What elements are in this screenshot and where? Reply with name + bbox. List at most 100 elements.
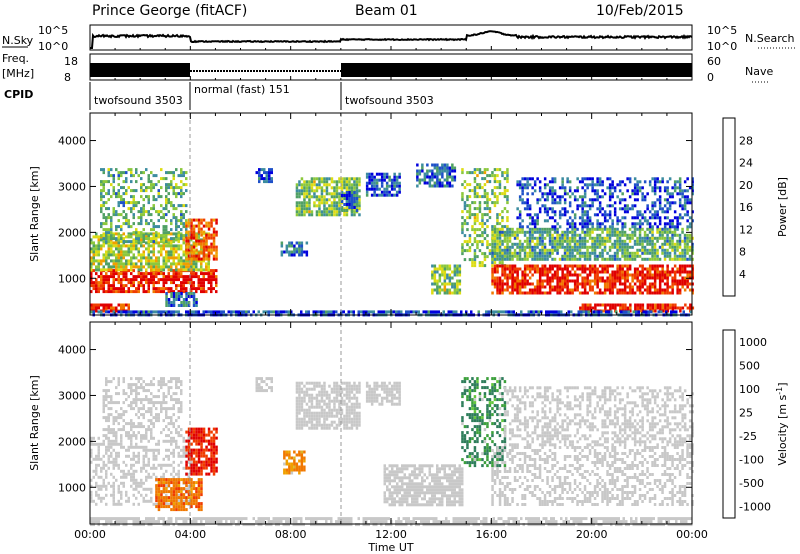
data-cell xyxy=(601,270,604,274)
data-cell xyxy=(157,192,160,196)
data-cell xyxy=(107,240,110,244)
data-cell xyxy=(160,287,163,291)
data-cell xyxy=(493,251,497,255)
data-cell xyxy=(215,230,218,234)
data-cell xyxy=(97,287,100,291)
data-cell xyxy=(591,270,594,274)
data-cell xyxy=(621,282,624,286)
data-cell xyxy=(628,291,632,295)
data-cell xyxy=(165,448,168,452)
data-cell xyxy=(290,310,293,314)
data-cell xyxy=(581,204,584,208)
data-cell xyxy=(102,237,105,241)
data-cell xyxy=(105,272,108,276)
data-cell xyxy=(152,502,155,506)
data-cell xyxy=(120,256,123,260)
data-cell xyxy=(546,192,549,196)
data-cell xyxy=(533,222,537,226)
data-cell xyxy=(325,213,329,217)
data-cell xyxy=(503,237,507,241)
data-cell xyxy=(192,230,196,234)
data-cell xyxy=(170,241,173,245)
data-cell xyxy=(110,275,113,279)
data-cell xyxy=(513,251,517,255)
data-cell xyxy=(563,251,567,255)
data-cell xyxy=(90,490,93,494)
data-cell xyxy=(107,306,110,310)
data-cell xyxy=(601,264,604,268)
data-cell xyxy=(125,490,128,494)
data-cell xyxy=(112,463,115,467)
data-cell xyxy=(135,237,138,241)
data-cell xyxy=(438,267,442,271)
data-cell xyxy=(177,278,180,282)
data-cell xyxy=(648,230,652,234)
data-cell xyxy=(506,189,509,193)
data-cell xyxy=(478,210,482,214)
data-cell xyxy=(185,275,188,279)
data-cell xyxy=(167,238,170,242)
data-cell xyxy=(548,236,552,240)
data-cell xyxy=(192,251,196,255)
data-cell xyxy=(140,484,143,488)
data-cell xyxy=(172,262,175,266)
data-cell xyxy=(558,198,562,202)
data-cell xyxy=(563,210,567,214)
data-cell xyxy=(596,227,599,231)
data-cell xyxy=(102,303,105,307)
data-cell xyxy=(666,227,669,231)
data-cell xyxy=(162,256,165,260)
data-cell xyxy=(501,230,504,234)
data-cell xyxy=(110,439,113,443)
data-cell xyxy=(623,222,627,226)
data-cell xyxy=(611,303,615,307)
data-cell xyxy=(182,301,186,304)
data-cell xyxy=(568,195,572,199)
data-cell xyxy=(388,193,391,197)
data-cell xyxy=(358,177,361,181)
data-cell xyxy=(431,169,434,173)
data-cell xyxy=(578,233,582,237)
data-cell xyxy=(491,291,494,295)
data-cell xyxy=(496,239,499,243)
data-cell xyxy=(568,279,572,283)
data-cell xyxy=(212,233,216,237)
data-cell xyxy=(543,192,547,196)
data-cell xyxy=(598,195,602,199)
data-cell xyxy=(170,442,173,446)
data-cell xyxy=(656,225,659,229)
data-cell xyxy=(172,439,175,443)
data-cell xyxy=(666,279,669,283)
data-cell xyxy=(112,253,115,257)
data-cell xyxy=(463,207,467,211)
data-cell xyxy=(333,213,336,217)
data-cell xyxy=(508,248,512,252)
data-cell xyxy=(185,281,188,285)
data-cell xyxy=(100,189,103,193)
data-cell xyxy=(330,207,334,211)
data-cell xyxy=(678,189,682,193)
data-cell xyxy=(521,242,524,246)
data-cell xyxy=(583,245,587,249)
data-cell xyxy=(461,171,464,175)
data-cell xyxy=(483,213,487,217)
data-cell xyxy=(506,210,509,214)
data-cell xyxy=(603,227,607,231)
data-cell xyxy=(446,184,449,188)
data-cell xyxy=(608,264,612,268)
data-cell xyxy=(601,239,604,243)
data-cell xyxy=(147,186,150,190)
data-cell xyxy=(624,303,627,307)
data-cell xyxy=(588,204,592,208)
data-cell xyxy=(207,272,210,276)
data-cell xyxy=(591,279,594,283)
data-cell xyxy=(140,186,143,190)
data-cell xyxy=(180,171,183,175)
data-cell xyxy=(140,439,143,443)
data-cell xyxy=(150,448,153,452)
data-cell xyxy=(658,236,662,240)
data-cell xyxy=(521,225,524,229)
data-cell xyxy=(187,301,191,304)
data-cell xyxy=(120,290,123,294)
data-cell xyxy=(263,171,266,175)
